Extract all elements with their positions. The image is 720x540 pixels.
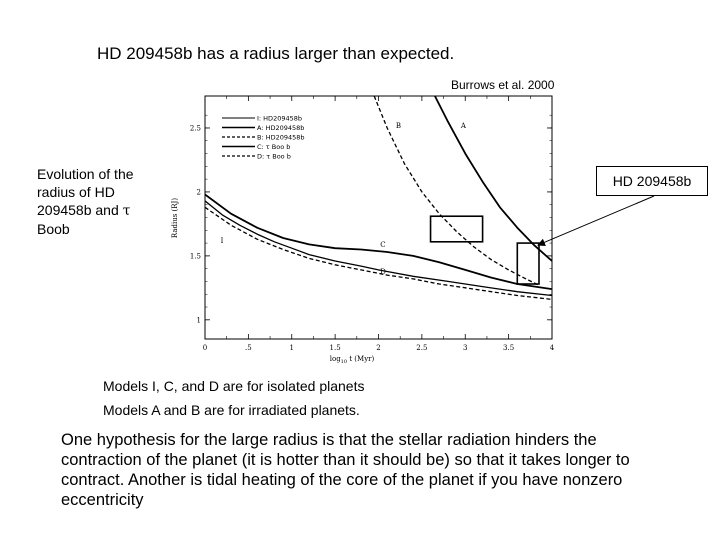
x-tick-label: .5 <box>245 344 252 352</box>
legend-label: C: τ Boo b <box>257 143 290 151</box>
side-caption: Evolution of the radius of HD 209458b an… <box>37 165 162 238</box>
series-line-A <box>434 96 552 262</box>
y-axis-label: Radius (RJ) <box>171 198 179 238</box>
x-tick-label: 2.5 <box>416 344 427 352</box>
x-tick-label: 1.5 <box>330 344 341 352</box>
side-caption-text: Evolution of the radius of HD 209458b an… <box>37 166 134 218</box>
series-line-C <box>205 193 552 290</box>
series-line-B <box>373 96 540 286</box>
legend-label: D: τ Boo b <box>257 152 291 160</box>
x-tick-label: 4 <box>550 344 555 352</box>
tau-symbol: τ <box>122 203 131 219</box>
series-label-C: C <box>380 241 385 249</box>
x-tick-label: 3 <box>463 344 467 352</box>
series-line-D <box>205 206 552 301</box>
series-label-I: I <box>221 237 224 245</box>
callout-arrow <box>537 195 655 247</box>
body-paragraph: One hypothesis for the large radius is t… <box>61 431 630 509</box>
legend-label: A: HD209458b <box>257 124 304 132</box>
series-line-I <box>205 200 552 297</box>
source-citation: Burrows et al. 2000 <box>451 78 555 92</box>
note-irradiated-models: Models A and B are for irradiated planet… <box>103 402 360 418</box>
y-tick-label: 1 <box>197 316 201 324</box>
highlight-box-2 <box>516 242 540 285</box>
legend-label: B: HD209458b <box>257 133 305 141</box>
x-tick-label: 2 <box>376 344 380 352</box>
x-axis-label: log10 t (Myr) <box>330 355 375 365</box>
legend-label: I: HD209458b <box>257 114 302 122</box>
series-label-B: B <box>396 122 401 130</box>
slide-title: HD 209458b has a radius larger than expe… <box>97 44 455 63</box>
y-tick-label: 2.5 <box>190 124 201 132</box>
y-tick-label: 2 <box>197 188 201 196</box>
side-caption-text-end: Boob <box>37 221 70 237</box>
highlight-box-1 <box>429 215 484 243</box>
note-isolated-models: Models I, C, and D are for isolated plan… <box>103 378 365 394</box>
x-tick-label: 0 <box>203 344 207 352</box>
series-label-D: D <box>380 268 386 276</box>
series-label-A: A <box>460 122 467 130</box>
x-tick-label: 3.5 <box>503 344 514 352</box>
x-tick-label: 1 <box>290 344 294 352</box>
callout-label: HD 209458b <box>596 166 708 196</box>
y-tick-label: 1.5 <box>190 252 201 260</box>
